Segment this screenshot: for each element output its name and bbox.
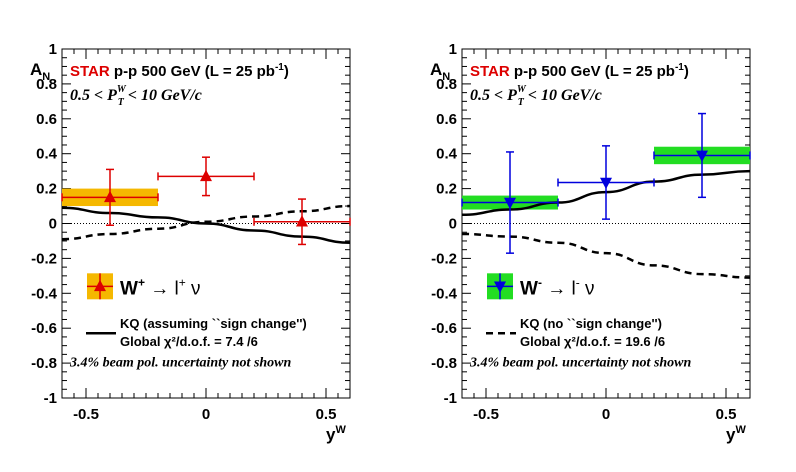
data-point-marker <box>296 215 308 227</box>
legend-nu: ν <box>186 278 201 299</box>
header-lumi-exp: -1 <box>275 62 284 73</box>
right-panel: -1-0.8-0.6-0.4-0.200.20.40.60.81-0.5 0 0.5… <box>430 41 751 444</box>
y-tick-label: 0 <box>49 216 57 233</box>
legend-arrow: → l <box>542 278 576 299</box>
y-tick-label: 0.4 <box>436 146 458 163</box>
y-axis-label-sub: N <box>42 71 50 83</box>
y-tick-label: 0.4 <box>36 146 58 163</box>
data-point-marker <box>200 169 212 182</box>
x-tick-label: 0.5 <box>716 406 737 423</box>
y-tick-label: 1 <box>49 41 57 58</box>
header-energy: p-p 500 GeV (L = 25 pb <box>110 63 275 80</box>
y-tick-label: -1 <box>44 390 57 407</box>
legend-w-charge: - <box>538 275 542 289</box>
kinematic-cut: 0.5 < PW T < 10 GeV/c <box>470 84 602 108</box>
left-panel: -1 -0.8 -0.6 -0.4 -0.2 0 0.2 0.4 0.6 0.8 1 -0.5 0 0.5… <box>30 41 351 444</box>
x-tick-label: 0 <box>202 406 210 423</box>
x-axis-label: yW <box>726 424 746 444</box>
footnote: 3.4% beam pol. uncertainty not shown <box>69 356 292 371</box>
legend-w: W <box>120 278 138 299</box>
y-tick-label: -0.4 <box>31 285 58 302</box>
model-curve-dashed <box>461 232 751 279</box>
y-tick-label: 0.6 <box>436 111 457 128</box>
legend-l-charge: - <box>576 275 580 289</box>
y-tick-label: -0.2 <box>431 250 457 267</box>
data-point-marker <box>600 177 612 190</box>
y-axis-label-sub: N <box>442 71 450 83</box>
y-axis-label: AN <box>30 60 50 83</box>
header-close: ) <box>284 63 289 80</box>
y-tick-label: -1 <box>444 390 457 407</box>
y-axis-label-main: A <box>30 60 42 79</box>
x-tick-label: 0 <box>602 406 610 423</box>
model-curve-dashed <box>61 204 351 241</box>
y-tick-label: 0.2 <box>436 181 457 198</box>
x-axis-label: yW <box>326 424 346 444</box>
cut-sup: W <box>117 84 127 95</box>
header-energy: p-p 500 GeV (L = 25 pb <box>510 63 675 80</box>
legend-nu: ν <box>580 278 595 299</box>
x-tick-label: 0.5 <box>316 406 337 423</box>
legend-marker <box>494 281 506 293</box>
header-label: STAR p-p 500 GeV (L = 25 pb-1) <box>470 62 689 80</box>
model-chi2: Global χ²/d.o.f. = 7.4 /6 <box>120 334 258 349</box>
data-point-marker <box>504 197 516 210</box>
legend-process: W- → l- ν <box>520 275 595 299</box>
model-chi2: Global χ²/d.o.f. = 19.6 /6 <box>520 334 665 349</box>
footnote: 3.4% beam pol. uncertainty not shown <box>469 356 692 371</box>
cut-text: 0.5 < P <box>70 87 117 104</box>
legend-w: W <box>520 278 538 299</box>
y-tick-label: -0.6 <box>31 320 57 337</box>
y-tick-label: -0.6 <box>431 320 457 337</box>
x-tick-label: -0.5 <box>73 406 99 423</box>
y-tick-label: -0.8 <box>431 355 457 372</box>
y-tick-label: 0 <box>449 216 457 233</box>
cut-rest: < 10 GeV/c <box>524 87 602 104</box>
y-tick-label: -0.2 <box>31 250 57 267</box>
cut-sub: T <box>518 97 525 108</box>
data-point-marker <box>696 150 708 163</box>
x-axis-label-sup: W <box>335 424 346 436</box>
y-tick-label: -0.8 <box>31 355 57 372</box>
header-lumi-exp: -1 <box>675 62 684 73</box>
model-label: KQ (assuming ``sign change'') <box>120 316 307 331</box>
legend-process: W+ → l+ ν <box>120 275 201 299</box>
cut-text: 0.5 < P <box>470 87 517 104</box>
y-tick-label: 0.8 <box>436 76 457 93</box>
cut-rest: < 10 GeV/c <box>124 87 202 104</box>
data-point-marker <box>104 190 116 203</box>
legend-arrow: → l <box>145 278 179 299</box>
kinematic-cut: 0.5 < PW T < 10 GeV/c <box>70 84 202 108</box>
cut-sub: T <box>118 97 125 108</box>
x-tick-label: -0.5 <box>473 406 499 423</box>
y-tick-label: -0.4 <box>431 285 458 302</box>
x-axis-label-main: y <box>726 425 736 444</box>
y-axis-label-main: A <box>430 60 442 79</box>
y-tick-label: 0.6 <box>36 111 57 128</box>
header-close: ) <box>684 63 689 80</box>
legend-marker <box>94 279 106 292</box>
model-label: KQ (no ``sign change'') <box>520 316 662 331</box>
cut-sup: W <box>517 84 527 95</box>
star-label: STAR <box>470 63 510 80</box>
legend-w-charge: + <box>138 275 145 289</box>
y-tick-label: 0.8 <box>36 76 57 93</box>
header-label: STAR p-p 500 GeV (L = 25 pb-1) <box>70 62 289 80</box>
legend-l-charge: + <box>179 275 186 289</box>
x-axis-label-sup: W <box>735 424 746 436</box>
y-tick-label: 1 <box>449 41 457 58</box>
star-label: STAR <box>70 63 110 80</box>
y-axis-label: AN <box>430 60 450 83</box>
y-tick-label: 0.2 <box>36 181 57 198</box>
x-axis-label-main: y <box>326 425 336 444</box>
